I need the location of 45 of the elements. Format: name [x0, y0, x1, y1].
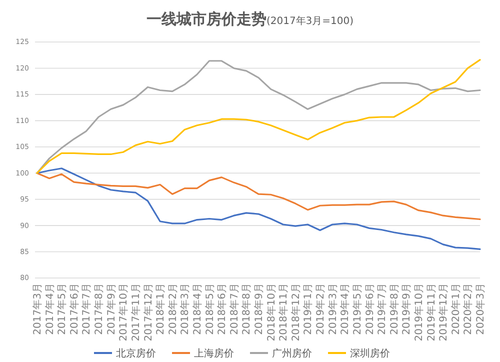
- legend-label: 深圳房价: [350, 348, 390, 360]
- x-tick-label: 2019年10月: [412, 283, 425, 342]
- x-tick-label: 2018年5月: [204, 283, 216, 335]
- x-tick-label: 2018年11月: [278, 283, 290, 342]
- x-tick-label: 2020年3月: [474, 283, 486, 335]
- chart-title: 一线城市房价走势: [146, 10, 266, 28]
- x-tick-label: 2018年2月: [166, 283, 179, 335]
- x-tick-label: 2017年7月: [80, 283, 93, 335]
- x-tick-label: 2019年12月: [438, 283, 450, 342]
- line-series: [36, 172, 481, 220]
- x-tick-label: 2019年1月: [302, 283, 314, 335]
- x-tick-label: 2018年3月: [179, 283, 192, 335]
- x-tick-label: 2017年6月: [68, 283, 80, 335]
- x-tick-label: 2018年12月: [290, 283, 302, 342]
- x-tick-label: 2019年2月: [314, 283, 327, 335]
- x-tick-label: 2018年4月: [191, 283, 204, 335]
- x-tick-label: 2017年4月: [44, 283, 56, 335]
- x-tick-label: 2017年3月: [32, 283, 44, 335]
- x-tick-label: 2019年6月: [364, 283, 376, 335]
- x-tick-label: 2018年6月: [216, 283, 228, 335]
- x-tick-label: 2019年3月: [326, 283, 339, 335]
- x-tick-label: 2019年8月: [388, 283, 400, 335]
- x-tick-label: 2017年5月: [56, 283, 68, 335]
- chart-subtitle: (2017年3月=100): [266, 15, 354, 27]
- x-tick-label: 2018年1月: [154, 283, 167, 335]
- x-tick-label: 2020年1月: [450, 283, 462, 335]
- x-tick-label: 2017年8月: [93, 283, 106, 335]
- legend-label: 北京房价: [116, 348, 156, 360]
- x-tick-label: 2018年9月: [253, 283, 265, 335]
- x-tick-label: 2020年2月: [462, 283, 474, 335]
- legend-label: 广州房价: [272, 348, 312, 360]
- legend-label: 上海房价: [194, 348, 234, 360]
- line-series: [36, 168, 481, 250]
- x-tick-label: 2018年8月: [240, 283, 253, 335]
- x-tick-label: 2019年4月: [339, 283, 352, 335]
- x-tick-label: 2017年10月: [118, 283, 130, 342]
- x-tick-label: 2019年5月: [351, 283, 364, 335]
- x-tick-label: 2019年9月: [400, 283, 413, 335]
- x-tick-label: 2017年11月: [130, 283, 142, 342]
- x-tick-label: 2019年7月: [376, 283, 388, 335]
- x-tick-label: 2017年12月: [142, 283, 154, 342]
- x-tick-label: 2018年7月: [228, 283, 240, 335]
- x-tick-label: 2017年9月: [105, 283, 118, 335]
- x-tick-label: 2018年10月: [265, 283, 278, 342]
- x-tick-label: 2019年11月: [425, 283, 438, 342]
